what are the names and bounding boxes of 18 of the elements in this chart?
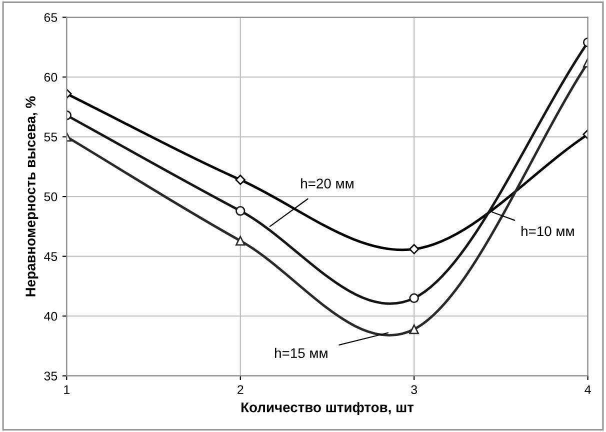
y-tick-label: 35 [44, 372, 58, 380]
x-tick-label: 1 [64, 385, 70, 394]
y-axis-title: Неравномерность высева, % [26, 96, 38, 296]
y-tick-label: 40 [44, 312, 58, 321]
y-tick-label: 65 [44, 13, 58, 22]
y-tick-label: 55 [44, 132, 58, 142]
annotation: h=10 мм [522, 226, 574, 236]
x-tick-label: 2 [238, 385, 244, 394]
y-tick-label: 50 [44, 192, 58, 202]
annotation: h=20 мм [301, 178, 354, 188]
x-tick-label: 3 [411, 385, 418, 394]
x-axis-title: Количество штифтов, шт [241, 402, 414, 416]
annotation: h=15 мм [275, 348, 328, 358]
y-tick-label: 60 [44, 72, 58, 82]
y-tick-label: 45 [44, 252, 58, 261]
point [236, 236, 246, 246]
point [409, 324, 419, 334]
x-tick-label: 4 [584, 385, 591, 394]
